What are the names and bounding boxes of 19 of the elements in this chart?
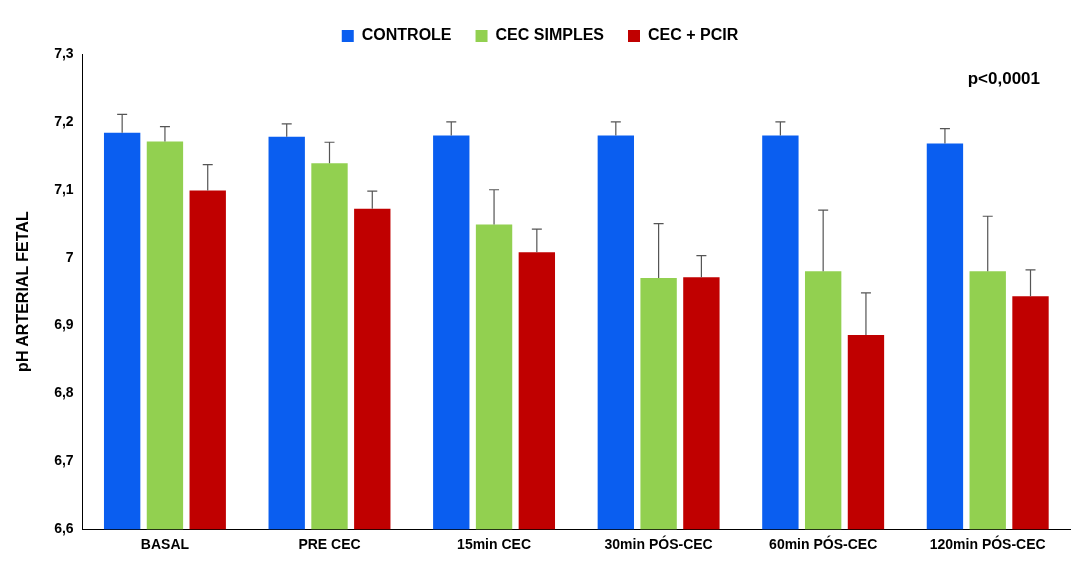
- x-tick-label: 120min PÓS-CEC: [929, 535, 1046, 553]
- y-axis-title: pH ARTERIAL FETAL: [14, 211, 32, 372]
- y-tick-label: 7,1: [54, 180, 74, 197]
- x-tick-label: PRE CEC: [298, 536, 361, 553]
- annotation: p<0,0001: [967, 68, 1040, 88]
- legend-label: CEC SIMPLES: [495, 26, 605, 44]
- legend-label: CONTROLE: [361, 26, 452, 44]
- legend-label: CEC + PCIR: [648, 26, 739, 44]
- x-tick-label: 60min PÓS-CEC: [769, 535, 878, 553]
- y-tick-label: 7,3: [54, 44, 74, 61]
- y-tick-label: 6,8: [54, 384, 74, 401]
- x-tick-label: 15min CEC: [457, 536, 532, 553]
- x-tick-label: 30min PÓS-CEC: [604, 535, 713, 553]
- y-tick-label: 7: [65, 248, 74, 265]
- y-tick-label: 7,2: [54, 112, 74, 129]
- y-tick-label: 6,6: [54, 520, 74, 537]
- x-tick-label: BASAL: [140, 536, 190, 553]
- y-tick-label: 6,7: [54, 452, 74, 469]
- y-tick-label: 6,9: [54, 316, 74, 333]
